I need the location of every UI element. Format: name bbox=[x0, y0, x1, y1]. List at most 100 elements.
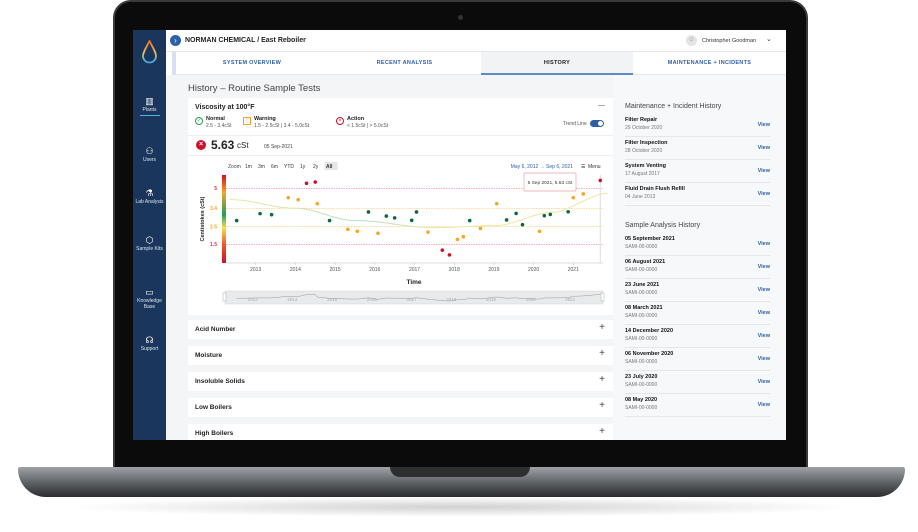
plus-icon[interactable]: + bbox=[599, 348, 605, 359]
sidebar-item-users[interactable]: ⚇ Users bbox=[133, 146, 166, 163]
data-point-normal bbox=[234, 218, 239, 223]
zoom-option-3m[interactable]: 3m bbox=[258, 164, 265, 170]
section-high-boilers[interactable]: High Boilers + bbox=[188, 424, 613, 440]
avatar-icon[interactable]: ☺ bbox=[686, 35, 697, 46]
view-link[interactable]: View bbox=[757, 145, 770, 151]
sidebar-item-lab-analysis[interactable]: ⚗ Lab Analysis bbox=[133, 188, 166, 205]
section-insoluble-solids[interactable]: Insoluble Solids + bbox=[188, 372, 613, 391]
check-circle-icon: ✓ bbox=[195, 117, 203, 125]
plus-icon[interactable]: + bbox=[599, 374, 605, 385]
navigator-handle-left[interactable] bbox=[222, 292, 227, 302]
zoom-option-6m[interactable]: 6m bbox=[271, 164, 278, 170]
zoom-option-all[interactable]: All bbox=[326, 164, 333, 170]
sidebar-item-label: Users bbox=[142, 157, 157, 163]
chevron-down-icon[interactable]: ⌄ bbox=[766, 36, 772, 43]
y-axis-color-bar bbox=[222, 175, 226, 263]
zoom-label: Zoom bbox=[228, 164, 241, 170]
tab-system-overview[interactable]: SYSTEM OVERVIEW bbox=[222, 60, 282, 66]
tooltip-text: 5 Sep 2021, 5.63 cSt bbox=[528, 180, 573, 186]
navigator-tick-label: 2015 bbox=[327, 297, 338, 302]
camera bbox=[458, 15, 463, 20]
navigator-tick-label: 2021 bbox=[565, 297, 576, 302]
x-tick-label: 2017 bbox=[409, 267, 420, 273]
view-link[interactable]: View bbox=[757, 310, 770, 316]
navigator-tick-label: 2014 bbox=[287, 297, 298, 302]
data-point-warning bbox=[426, 230, 430, 234]
collapse-button[interactable]: — bbox=[598, 102, 605, 109]
navigator-tick-label: 2018 bbox=[446, 297, 457, 302]
section-acid-number[interactable]: Acid Number + bbox=[188, 320, 613, 339]
x-tick-label: 2020 bbox=[528, 267, 539, 273]
plus-icon[interactable]: + bbox=[599, 322, 605, 333]
sidebar-item-knowledge-base[interactable]: ▭ Knowledge Base bbox=[133, 287, 166, 310]
zoom-option-ytd[interactable]: YTD bbox=[284, 164, 294, 170]
action-status-icon: × bbox=[196, 140, 206, 150]
view-link[interactable]: View bbox=[757, 333, 770, 339]
sample-item: 05 September 2021 SAMI-00-0000 View bbox=[625, 233, 770, 256]
tab-history[interactable]: HISTORY bbox=[481, 52, 633, 75]
plus-icon[interactable]: + bbox=[599, 426, 605, 437]
zoom-option-2y[interactable]: 2y bbox=[313, 164, 319, 170]
x-tick-label: 2021 bbox=[568, 267, 579, 273]
data-point-action bbox=[440, 248, 445, 252]
data-point-normal bbox=[414, 210, 419, 214]
data-point-normal bbox=[520, 222, 525, 227]
breadcrumb[interactable]: NORMAN CHEMICAL / East Reboiler bbox=[185, 37, 306, 44]
users-icon: ⚇ bbox=[145, 146, 154, 156]
expand-chevron-icon[interactable]: › bbox=[170, 35, 181, 46]
section-low-boilers[interactable]: Low Boilers + bbox=[188, 398, 613, 417]
sample-item: 08 March 2021 SAMI-00-0000 View bbox=[625, 302, 770, 325]
data-point-normal bbox=[409, 218, 414, 223]
data-point-warning bbox=[455, 237, 460, 242]
navigator-handle-right[interactable] bbox=[600, 292, 605, 302]
zoom-option-1y[interactable]: 1y bbox=[300, 164, 306, 170]
view-link[interactable]: View bbox=[757, 241, 770, 247]
sidebar-item-label: Lab Analysis bbox=[135, 199, 164, 205]
data-point-normal bbox=[269, 212, 274, 217]
trend-line bbox=[229, 192, 608, 229]
plus-icon[interactable]: + bbox=[599, 400, 605, 411]
data-point-action bbox=[447, 253, 452, 257]
view-link[interactable]: View bbox=[757, 191, 770, 197]
view-link[interactable]: View bbox=[757, 379, 770, 385]
x-tick-label: 2013 bbox=[250, 267, 261, 273]
section-moisture[interactable]: Moisture + bbox=[188, 346, 613, 365]
user-name[interactable]: Christopher Goodman bbox=[702, 38, 757, 44]
sidebar-item-sample-kits[interactable]: ⬡ Sample Kits bbox=[133, 235, 166, 252]
tab-bar: SYSTEM OVERVIEW RECENT ANALYSIS HISTORY MAI… bbox=[176, 52, 786, 75]
data-point-warning bbox=[494, 201, 499, 206]
zoom-option-1m[interactable]: 1m bbox=[245, 164, 252, 170]
view-link[interactable]: View bbox=[757, 122, 770, 128]
view-link[interactable]: View bbox=[757, 264, 770, 270]
samples-title: Sample Analysis History bbox=[625, 222, 701, 229]
viscosity-chart: Zoom 1m 3m 6m YTD 1y 2y All May 6, 2012 → Sep 6,… bbox=[200, 162, 608, 305]
data-point-normal bbox=[384, 214, 389, 218]
menu-button[interactable]: Menu bbox=[588, 164, 601, 170]
view-link[interactable]: View bbox=[757, 356, 770, 362]
x-tick-label: 2014 bbox=[290, 267, 301, 273]
flask-icon: ⚗ bbox=[145, 188, 154, 198]
data-point-warning bbox=[376, 231, 380, 236]
tab-recent-analysis[interactable]: RECENT ANALYSIS bbox=[376, 60, 433, 66]
sidebar-item-label: Plants bbox=[142, 107, 157, 113]
trend-line-toggle[interactable] bbox=[590, 120, 604, 127]
tab-maintenance-incidents[interactable]: MAINTENANCE + INCIDENTS bbox=[667, 60, 752, 66]
sidebar-item-plants[interactable]: ▥ Plants bbox=[133, 96, 166, 116]
sidebar-item-label: Sample Kits bbox=[136, 246, 163, 252]
x-tick-label: 2019 bbox=[488, 267, 499, 273]
navigator-tick-label: 2020 bbox=[526, 297, 537, 302]
sidebar-item-support[interactable]: ☊ Support bbox=[133, 335, 166, 352]
tooltip-box bbox=[523, 172, 577, 192]
data-point-warning bbox=[346, 227, 350, 232]
app-screen: ▥ Plants ⚇ Users ⚗ Lab Analysis ⬡ Sample Kits ▭ K… bbox=[133, 30, 786, 440]
sample-item: 06 August 2021 SAMI-00-0000 View bbox=[625, 256, 770, 279]
warning-triangle-icon: ! bbox=[243, 117, 251, 125]
date-range[interactable]: May 6, 2012 → Sep 6, 2021 bbox=[511, 164, 573, 170]
sample-item: 08 May 2020 SAMI-00-0000 View bbox=[625, 394, 770, 417]
data-point-warning bbox=[571, 195, 576, 200]
data-point-normal bbox=[467, 218, 472, 223]
view-link[interactable]: View bbox=[757, 287, 770, 293]
view-link[interactable]: View bbox=[757, 402, 770, 408]
data-point-normal bbox=[327, 218, 332, 223]
view-link[interactable]: View bbox=[757, 168, 770, 174]
